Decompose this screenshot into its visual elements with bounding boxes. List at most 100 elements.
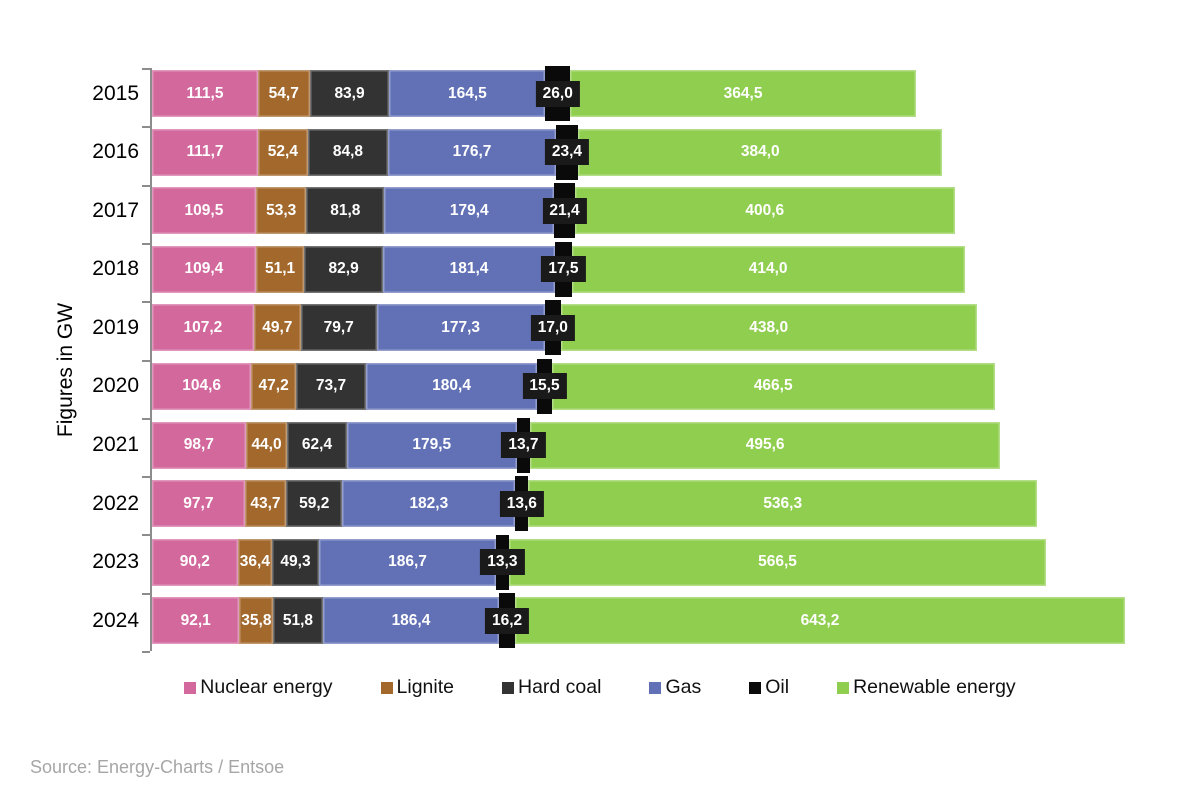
segment-nuclear-energy: 109,4 <box>152 245 256 293</box>
segment-gas: 179,5 <box>346 421 517 469</box>
value-label-oil: 15,5 <box>522 373 567 400</box>
value-label-gas: 179,5 <box>412 436 452 454</box>
segment-renewable-energy: 414,0 <box>571 245 965 293</box>
segment-lignite: 35,8 <box>239 597 274 645</box>
segment-nuclear-energy: 97,7 <box>152 480 245 528</box>
value-label-nuclear-energy: 109,5 <box>184 201 224 219</box>
value-label-hard-coal: 84,8 <box>332 143 364 161</box>
axis-tick <box>142 242 150 245</box>
value-label-hard-coal: 62,4 <box>301 436 333 454</box>
value-label-gas: 186,7 <box>388 553 427 571</box>
segment-renewable-energy: 566,5 <box>508 538 1047 586</box>
segment-hard-coal: 84,8 <box>307 128 389 176</box>
axis-tick <box>142 417 150 420</box>
value-label-renewable-energy: 566,5 <box>758 553 797 571</box>
segment-gas: 186,4 <box>322 597 500 645</box>
value-label-oil: 17,0 <box>530 314 575 341</box>
value-label-lignite: 36,4 <box>239 553 270 571</box>
segment-renewable-energy: 400,6 <box>574 187 955 235</box>
value-label-lignite: 52,4 <box>267 143 298 161</box>
bar-row-2024: 2024 92,1 35,8 51,8 186,4 16,2 643,2 <box>92 593 1126 649</box>
segment-gas: 180,4 <box>365 362 538 410</box>
segment-hard-coal: 79,7 <box>300 304 377 352</box>
segment-oil: 23,4 <box>544 124 590 180</box>
legend-item-renewable-energy: Renewable energy <box>837 676 1016 699</box>
legend-label-hard-coal: Hard coal <box>518 676 602 698</box>
value-label-nuclear-energy: 104,6 <box>182 377 222 395</box>
segment-hard-coal: 59,2 <box>286 480 343 528</box>
value-label-lignite: 43,7 <box>250 494 281 512</box>
segment-lignite: 52,4 <box>258 128 308 176</box>
value-label-gas: 180,4 <box>432 377 471 395</box>
value-label-renewable-energy: 643,2 <box>800 611 840 629</box>
segment-nuclear-energy: 111,5 <box>152 70 258 117</box>
value-label-renewable-energy: 466,5 <box>753 377 793 395</box>
segment-lignite: 49,7 <box>253 304 301 352</box>
value-label-gas: 164,5 <box>447 84 487 102</box>
segment-hard-coal: 62,4 <box>287 421 347 469</box>
segment-gas: 186,7 <box>318 538 497 586</box>
value-label-nuclear-energy: 97,7 <box>183 494 214 512</box>
year-label-2015: 2015 <box>92 81 139 105</box>
segment-oil: 17,0 <box>530 300 575 356</box>
axis-tick <box>142 534 150 537</box>
year-label-2018: 2018 <box>92 257 139 281</box>
segment-renewable-energy: 384,0 <box>578 128 943 176</box>
value-label-oil: 23,4 <box>544 139 590 166</box>
segment-lignite: 36,4 <box>237 538 273 586</box>
value-label-oil: 17,5 <box>541 256 586 283</box>
value-label-hard-coal: 82,9 <box>328 260 359 278</box>
value-label-lignite: 51,1 <box>264 260 296 278</box>
legend-swatch-gas <box>649 681 662 694</box>
segment-oil: 17,5 <box>541 241 586 297</box>
value-label-hard-coal: 59,2 <box>299 494 330 512</box>
value-label-oil: 16,2 <box>484 607 530 634</box>
segment-lignite: 43,7 <box>244 480 287 528</box>
legend-item-nuclear-energy: Nuclear energy <box>184 676 333 699</box>
segment-lignite: 47,2 <box>251 362 297 410</box>
segment-gas: 179,4 <box>384 187 555 235</box>
segment-renewable-energy: 536,3 <box>528 480 1038 528</box>
year-label-2016: 2016 <box>92 140 139 164</box>
value-label-lignite: 47,2 <box>258 377 289 395</box>
value-label-oil: 21,4 <box>542 197 587 224</box>
axis-tick <box>142 592 150 595</box>
segment-hard-coal: 73,7 <box>296 362 366 410</box>
legend-item-gas: Gas <box>649 676 701 699</box>
value-label-oil: 13,7 <box>501 432 546 459</box>
value-label-nuclear-energy: 92,1 <box>180 611 211 629</box>
value-label-hard-coal: 83,9 <box>334 84 365 102</box>
segment-lignite: 53,3 <box>255 187 307 235</box>
segment-hard-coal: 82,9 <box>304 245 383 293</box>
bar-row-2023: 2023 90,2 36,4 49,3 186,7 13,3 566,5 <box>92 534 1125 590</box>
axis-tick <box>142 301 150 304</box>
bar-row-2022: 2022 97,7 43,7 59,2 182,3 13,6 536,3 <box>92 476 1125 532</box>
segment-nuclear-energy: 104,6 <box>152 362 252 410</box>
segment-nuclear-energy: 109,5 <box>152 187 256 235</box>
segment-oil: 26,0 <box>535 66 580 121</box>
value-label-nuclear-energy: 107,2 <box>183 318 223 336</box>
segment-oil: 16,2 <box>484 593 530 649</box>
chart-rows: 2015 111,5 54,7 83,9 164,5 26,0 364,5 2016 111,7… <box>92 66 1126 649</box>
y-axis-title: Figures in GW <box>54 302 77 438</box>
segment-oil: 21,4 <box>542 183 587 239</box>
value-label-hard-coal: 51,8 <box>282 611 314 629</box>
value-label-renewable-energy: 400,6 <box>745 201 785 219</box>
bar-row-2019: 2019 107,2 49,7 79,7 177,3 17,0 438,0 <box>92 300 1125 356</box>
segment-nuclear-energy: 90,2 <box>152 538 238 586</box>
axis-tick <box>142 184 150 187</box>
value-label-gas: 177,3 <box>441 318 481 336</box>
bar-row-2021: 2021 98,7 44,0 62,4 179,5 13,7 495,6 <box>92 417 1125 473</box>
bar-row-2016: 2016 111,7 52,4 84,8 176,7 23,4 384,0 <box>92 124 1125 180</box>
legend-swatch-oil <box>749 681 762 694</box>
value-label-gas: 179,4 <box>449 201 489 219</box>
segment-renewable-energy: 643,2 <box>514 597 1126 645</box>
value-label-lignite: 35,8 <box>241 611 272 629</box>
value-label-nuclear-energy: 98,7 <box>183 436 214 454</box>
year-label-2021: 2021 <box>92 433 139 457</box>
legend-label-nuclear-energy: Nuclear energy <box>200 676 333 698</box>
value-label-gas: 182,3 <box>409 494 449 512</box>
segment-nuclear-energy: 111,7 <box>152 128 258 176</box>
segment-nuclear-energy: 107,2 <box>152 304 254 352</box>
